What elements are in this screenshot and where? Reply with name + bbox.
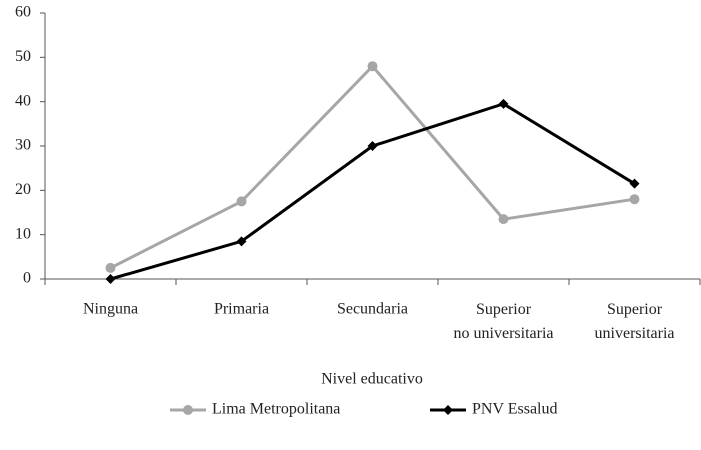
- y-tick-label: 10: [15, 225, 31, 242]
- y-tick-label: 60: [15, 4, 31, 21]
- x-tick-label-line: Superior: [476, 301, 532, 318]
- x-axis-label: Nivel educativo: [321, 371, 423, 388]
- x-tick-label: Superior no universitaria: [454, 301, 554, 342]
- series-line: [110, 102, 636, 281]
- marker: [236, 236, 247, 247]
- x-tick-label-line: no universitaria: [454, 325, 554, 342]
- legend-label: Lima Metropolitana: [212, 401, 340, 418]
- y-tick-label: 30: [15, 137, 31, 154]
- x-tick-label: Secundaria: [337, 301, 408, 318]
- marker: [367, 61, 378, 72]
- series-line: [109, 63, 635, 270]
- x-tick-label: Superior universitaria: [595, 301, 675, 342]
- marker: [443, 405, 453, 415]
- marker: [498, 214, 509, 225]
- x-tick-label-line: Superior: [607, 301, 663, 318]
- marker: [236, 196, 247, 207]
- legend-label: PNV Essalud: [472, 401, 558, 418]
- y-tick-label: 50: [15, 48, 31, 65]
- y-tick-label: 40: [15, 92, 31, 109]
- marker: [105, 274, 116, 284]
- x-tick-label-line: universitaria: [595, 325, 675, 342]
- marker: [629, 194, 640, 205]
- marker: [629, 178, 640, 189]
- y-tick-label: 0: [23, 270, 31, 287]
- marker: [367, 141, 378, 151]
- y-tick-label: 20: [15, 181, 31, 198]
- marker: [498, 98, 509, 109]
- x-tick-label: Primaria: [214, 301, 269, 318]
- marker: [105, 262, 116, 273]
- marker: [183, 405, 193, 415]
- x-tick-label: Ninguna: [83, 301, 138, 318]
